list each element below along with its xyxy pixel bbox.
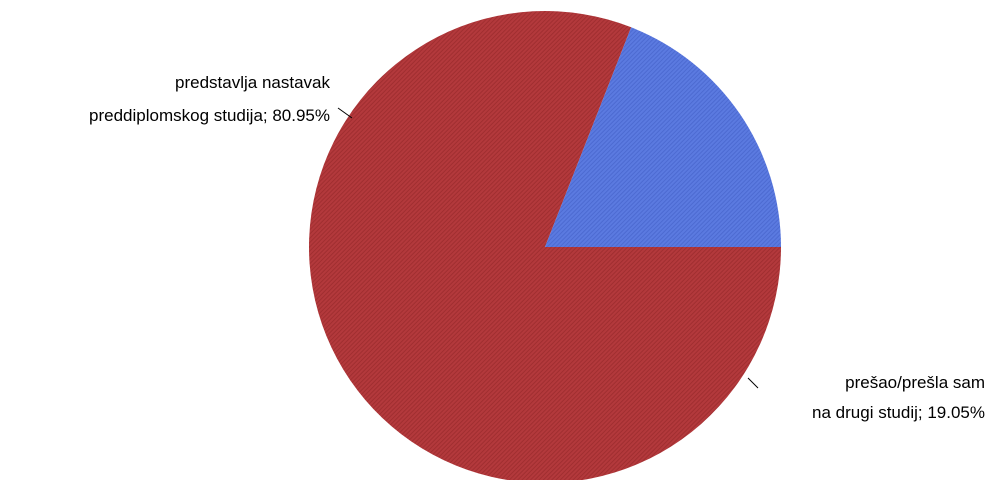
- slice-label-0-line-0: predstavlja nastavak: [175, 73, 330, 92]
- slice-label-0: predstavlja nastavak preddiplomskog studi…: [89, 73, 330, 125]
- leader-line-0: [337, 107, 353, 119]
- slice-label-1-line-1: na drugi studij; 19.05%: [812, 403, 985, 422]
- pie-slice-1: [545, 27, 781, 247]
- pie-slices: [309, 11, 781, 480]
- slice-label-1-line-0: prešao/prešla sam: [845, 373, 985, 392]
- pie-labels: predstavlja nastavak preddiplomskog studi…: [89, 73, 985, 422]
- slice-label-1: prešao/prešla sam na drugi studij; 19.05%: [812, 373, 985, 422]
- leader-line-1: [747, 377, 759, 389]
- pie-slice-0: [309, 11, 781, 480]
- slice-label-0-line-1: preddiplomskog studija; 80.95%: [89, 106, 330, 125]
